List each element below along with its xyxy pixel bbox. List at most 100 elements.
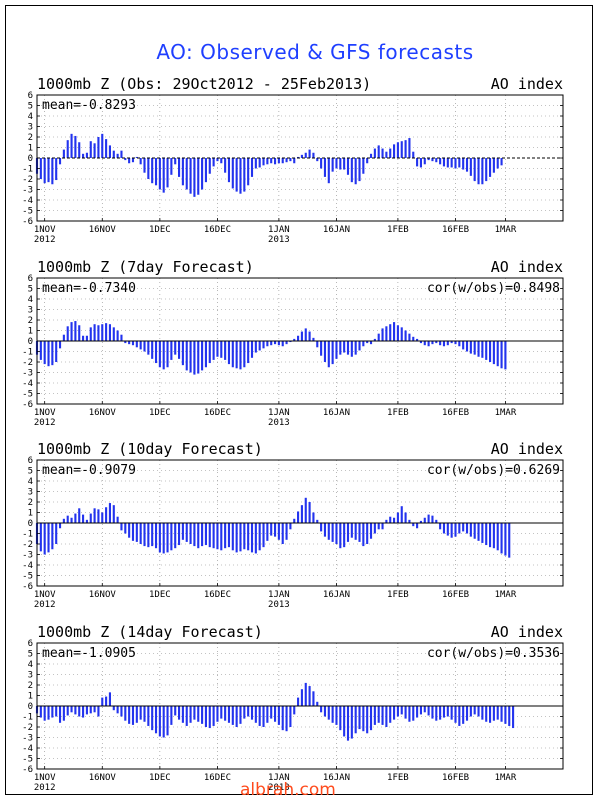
bar: [108, 145, 111, 158]
bar: [131, 706, 135, 725]
correlation-annotation: cor(w/obs)=0.3536: [427, 646, 560, 661]
bar: [70, 706, 73, 713]
bar: [504, 341, 507, 370]
bar: [105, 139, 108, 158]
bar: [450, 523, 453, 538]
bar: [47, 158, 50, 183]
y-tick-label: -6: [22, 765, 33, 775]
bar: [143, 523, 146, 547]
y-tick-label: -3: [22, 734, 33, 744]
bar: [293, 338, 296, 341]
bar: [135, 341, 138, 348]
bar: [101, 133, 104, 158]
bar: [185, 158, 188, 190]
y-tick-label: 2: [28, 681, 33, 691]
bar: [78, 325, 81, 341]
bar: [454, 523, 457, 537]
bar: [235, 158, 238, 192]
bar: [78, 706, 81, 717]
y-tick-label: 0: [28, 154, 33, 164]
mean-annotation: mean=-0.8293: [42, 98, 136, 113]
bar: [105, 323, 108, 341]
bar: [285, 158, 288, 163]
bar: [128, 158, 131, 164]
bar: [385, 151, 388, 158]
bar: [82, 153, 85, 158]
bar: [373, 706, 376, 725]
bar: [158, 341, 161, 368]
y-tick-label: 4: [28, 660, 33, 670]
bar: [435, 158, 438, 163]
bar: [262, 158, 265, 166]
bar: [439, 523, 442, 530]
bar: [254, 158, 257, 169]
bar: [178, 523, 181, 546]
bar: [458, 523, 461, 534]
bar: [446, 341, 449, 346]
bar: [258, 158, 261, 168]
bar: [43, 341, 46, 365]
bar: [408, 706, 411, 722]
bar: [108, 324, 111, 341]
bar: [335, 341, 338, 359]
bar: [312, 512, 315, 523]
bar: [204, 523, 207, 546]
bar: [339, 158, 342, 170]
bar: [393, 144, 396, 158]
bar: [312, 691, 315, 706]
y-tick-label: 2: [28, 316, 33, 326]
bar: [89, 706, 92, 714]
bar: [258, 523, 261, 551]
bar: [70, 133, 73, 158]
x-tick-label: 1NOV: [34, 408, 56, 418]
x-tick-label: 16FEB: [442, 408, 469, 418]
bar: [369, 153, 373, 158]
bar: [235, 341, 238, 369]
bar: [201, 706, 204, 724]
bar: [354, 706, 357, 734]
bar: [304, 328, 307, 341]
bar: [58, 523, 62, 529]
bar: [120, 334, 123, 341]
bar: [369, 341, 373, 345]
y-tick-label: -4: [22, 561, 33, 571]
bar: [89, 327, 92, 341]
bar: [154, 706, 158, 734]
bar: [239, 341, 242, 370]
x-tick-label: 1NOV: [34, 225, 56, 235]
bar: [473, 706, 476, 715]
chart-title: 1000mb Z (10day Forecast): [37, 440, 263, 458]
bar: [201, 341, 204, 371]
bar: [277, 341, 280, 346]
bar: [419, 341, 422, 344]
bar: [366, 523, 369, 544]
bar: [101, 697, 104, 706]
bar: [128, 523, 131, 538]
bar: [354, 341, 357, 355]
x-tick-label: 1DEC: [149, 408, 171, 418]
bar: [427, 514, 430, 523]
bar: [427, 158, 430, 161]
bar: [97, 509, 100, 523]
bar: [465, 706, 469, 721]
bar: [285, 706, 288, 732]
y-tick-label: 5: [28, 467, 33, 477]
bar: [78, 508, 81, 523]
bar: [339, 341, 342, 355]
bar: [400, 141, 403, 158]
bar: [285, 341, 288, 345]
bar: [327, 158, 330, 184]
bar: [366, 341, 369, 344]
bar: [51, 523, 54, 550]
bar: [166, 706, 169, 736]
bar: [166, 523, 169, 553]
bar: [404, 512, 407, 523]
bar: [343, 706, 346, 737]
y-tick-label: 1: [28, 509, 33, 519]
bar: [327, 706, 330, 720]
bar: [43, 523, 46, 555]
bar: [293, 158, 296, 164]
bar: [108, 692, 111, 706]
bar: [108, 503, 111, 523]
y-tick-label: -3: [22, 369, 33, 379]
